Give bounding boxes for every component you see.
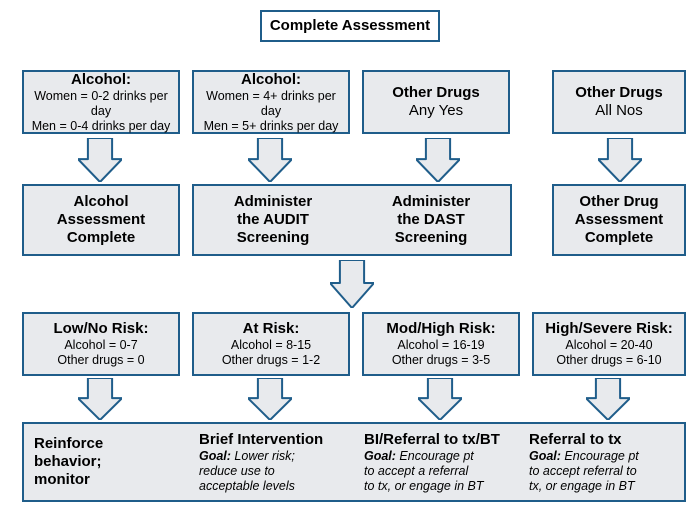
down-arrow-3 [598,138,642,182]
down-arrow-6 [248,378,292,420]
node-r3c: Mod/High Risk:Alcohol = 16-19Other drugs… [362,312,520,376]
node-r2bc: Administerthe AUDITScreeningAdministerth… [192,184,512,256]
node-r3d: High/Severe Risk:Alcohol = 20-40Other dr… [532,312,686,376]
down-arrow-7 [418,378,462,420]
down-arrow-0 [78,138,122,182]
flowchart-canvas: Complete Assessment Alcohol:Women = 0-2 d… [0,0,700,513]
down-arrow-8 [586,378,630,420]
node-r2d: Other DrugAssessmentComplete [552,184,686,256]
node-r1b: Alcohol:Women = 4+ drinks per dayMen = 5… [192,70,350,134]
node-r1a: Alcohol:Women = 0-2 drinks per dayMen = … [22,70,180,134]
node-r4: Reinforcebehavior;monitorBrief Intervent… [22,422,686,502]
node-r3b: At Risk:Alcohol = 8-15Other drugs = 1-2 [192,312,350,376]
node-header: Complete Assessment [260,10,440,42]
down-arrow-1 [248,138,292,182]
node-r1c: Other DrugsAny Yes [362,70,510,134]
node-r1d: Other DrugsAll Nos [552,70,686,134]
down-arrow-4 [330,260,374,308]
node-r2a: AlcoholAssessmentComplete [22,184,180,256]
node-r3a: Low/No Risk:Alcohol = 0-7Other drugs = 0 [22,312,180,376]
down-arrow-5 [78,378,122,420]
down-arrow-2 [416,138,460,182]
